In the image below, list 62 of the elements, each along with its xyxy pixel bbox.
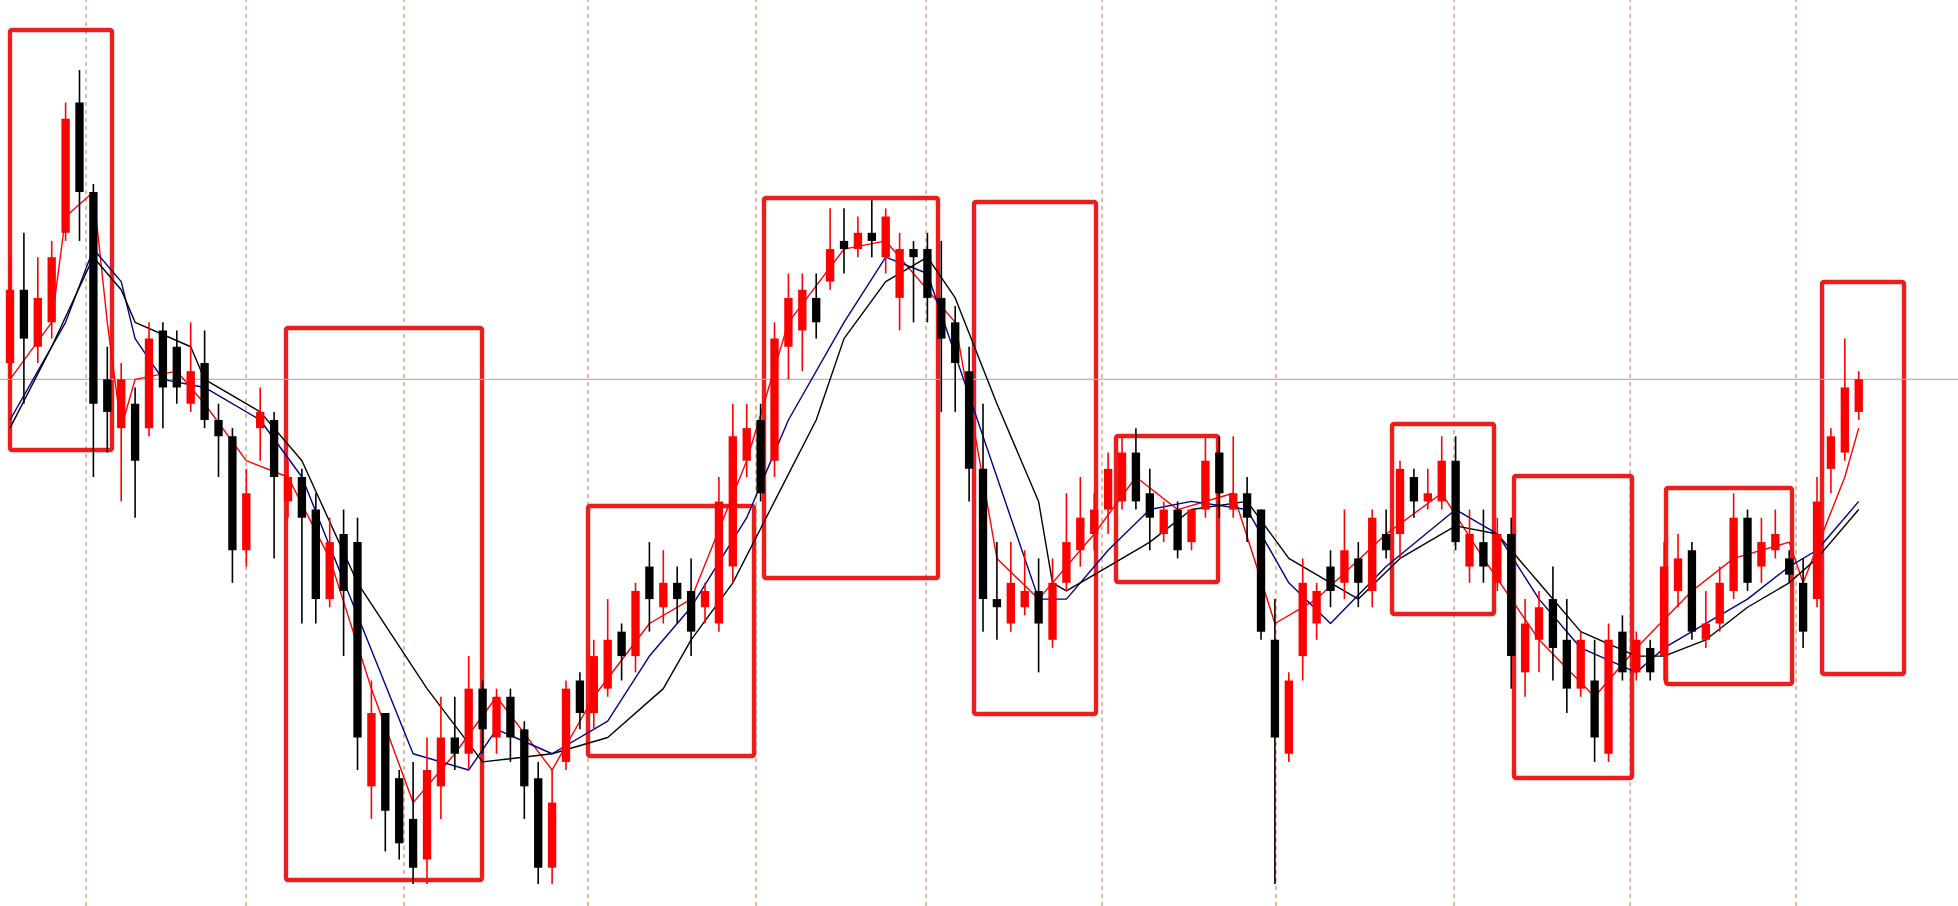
candlestick <box>172 329 181 405</box>
candlestick <box>492 687 501 755</box>
candlestick <box>1173 500 1182 560</box>
candlestick <box>853 215 863 259</box>
candlestick <box>478 679 487 755</box>
candlestick <box>1159 500 1168 543</box>
candlestick <box>1715 565 1724 633</box>
candlestick <box>867 199 876 259</box>
candlestick <box>1229 435 1238 519</box>
candlestick <box>1701 590 1710 649</box>
candlestick <box>659 549 668 625</box>
candlestick <box>283 459 293 519</box>
candlestick <box>1187 508 1196 552</box>
candlestick <box>1006 541 1015 633</box>
candlestick <box>1103 451 1113 535</box>
candlestick <box>617 622 626 682</box>
candlestick <box>1034 557 1043 674</box>
candlestick <box>256 386 265 462</box>
candlestick <box>992 541 1002 641</box>
candlestick <box>1326 549 1335 609</box>
candlestick <box>297 468 307 625</box>
candlestick <box>798 272 807 372</box>
candlestick <box>742 402 751 478</box>
candlestick <box>812 272 821 340</box>
candlestick <box>214 402 223 478</box>
candlestick <box>1826 427 1836 495</box>
candlestick <box>1312 582 1321 641</box>
candlestick <box>1479 508 1488 584</box>
candlestick <box>839 207 849 275</box>
candlestick <box>1409 468 1419 519</box>
candlestick <box>645 541 654 633</box>
candlestick <box>1354 541 1363 609</box>
candlestick <box>1062 492 1071 592</box>
candlestick <box>1618 614 1627 682</box>
candlestick <box>1020 549 1029 617</box>
candlestick <box>1757 516 1766 584</box>
candlestick <box>186 321 195 413</box>
candlestick <box>1242 476 1252 543</box>
candlestick <box>1145 468 1154 552</box>
candlestick <box>1465 508 1474 584</box>
candlestick <box>881 207 890 275</box>
candlestick <box>700 582 710 625</box>
candlestick <box>951 305 960 413</box>
candlestick <box>1340 508 1349 600</box>
candlestick <box>1437 435 1446 511</box>
candlestick <box>575 671 585 731</box>
candlestick <box>1646 639 1655 682</box>
candlestick <box>1534 590 1544 674</box>
candlestick <box>1090 492 1099 552</box>
candlestick <box>1785 549 1794 584</box>
candlestick <box>1673 533 1683 609</box>
candlestick <box>686 557 696 657</box>
candlestick <box>103 345 112 454</box>
candlestick <box>1771 508 1780 560</box>
candlestick <box>1632 630 1641 682</box>
candlestick <box>1423 468 1432 511</box>
candlestick <box>1854 370 1863 421</box>
candlestick <box>1381 508 1391 560</box>
candlestick <box>1076 476 1085 568</box>
candlestick <box>673 565 682 625</box>
candlestick <box>825 207 835 291</box>
candlestick <box>1215 435 1224 519</box>
